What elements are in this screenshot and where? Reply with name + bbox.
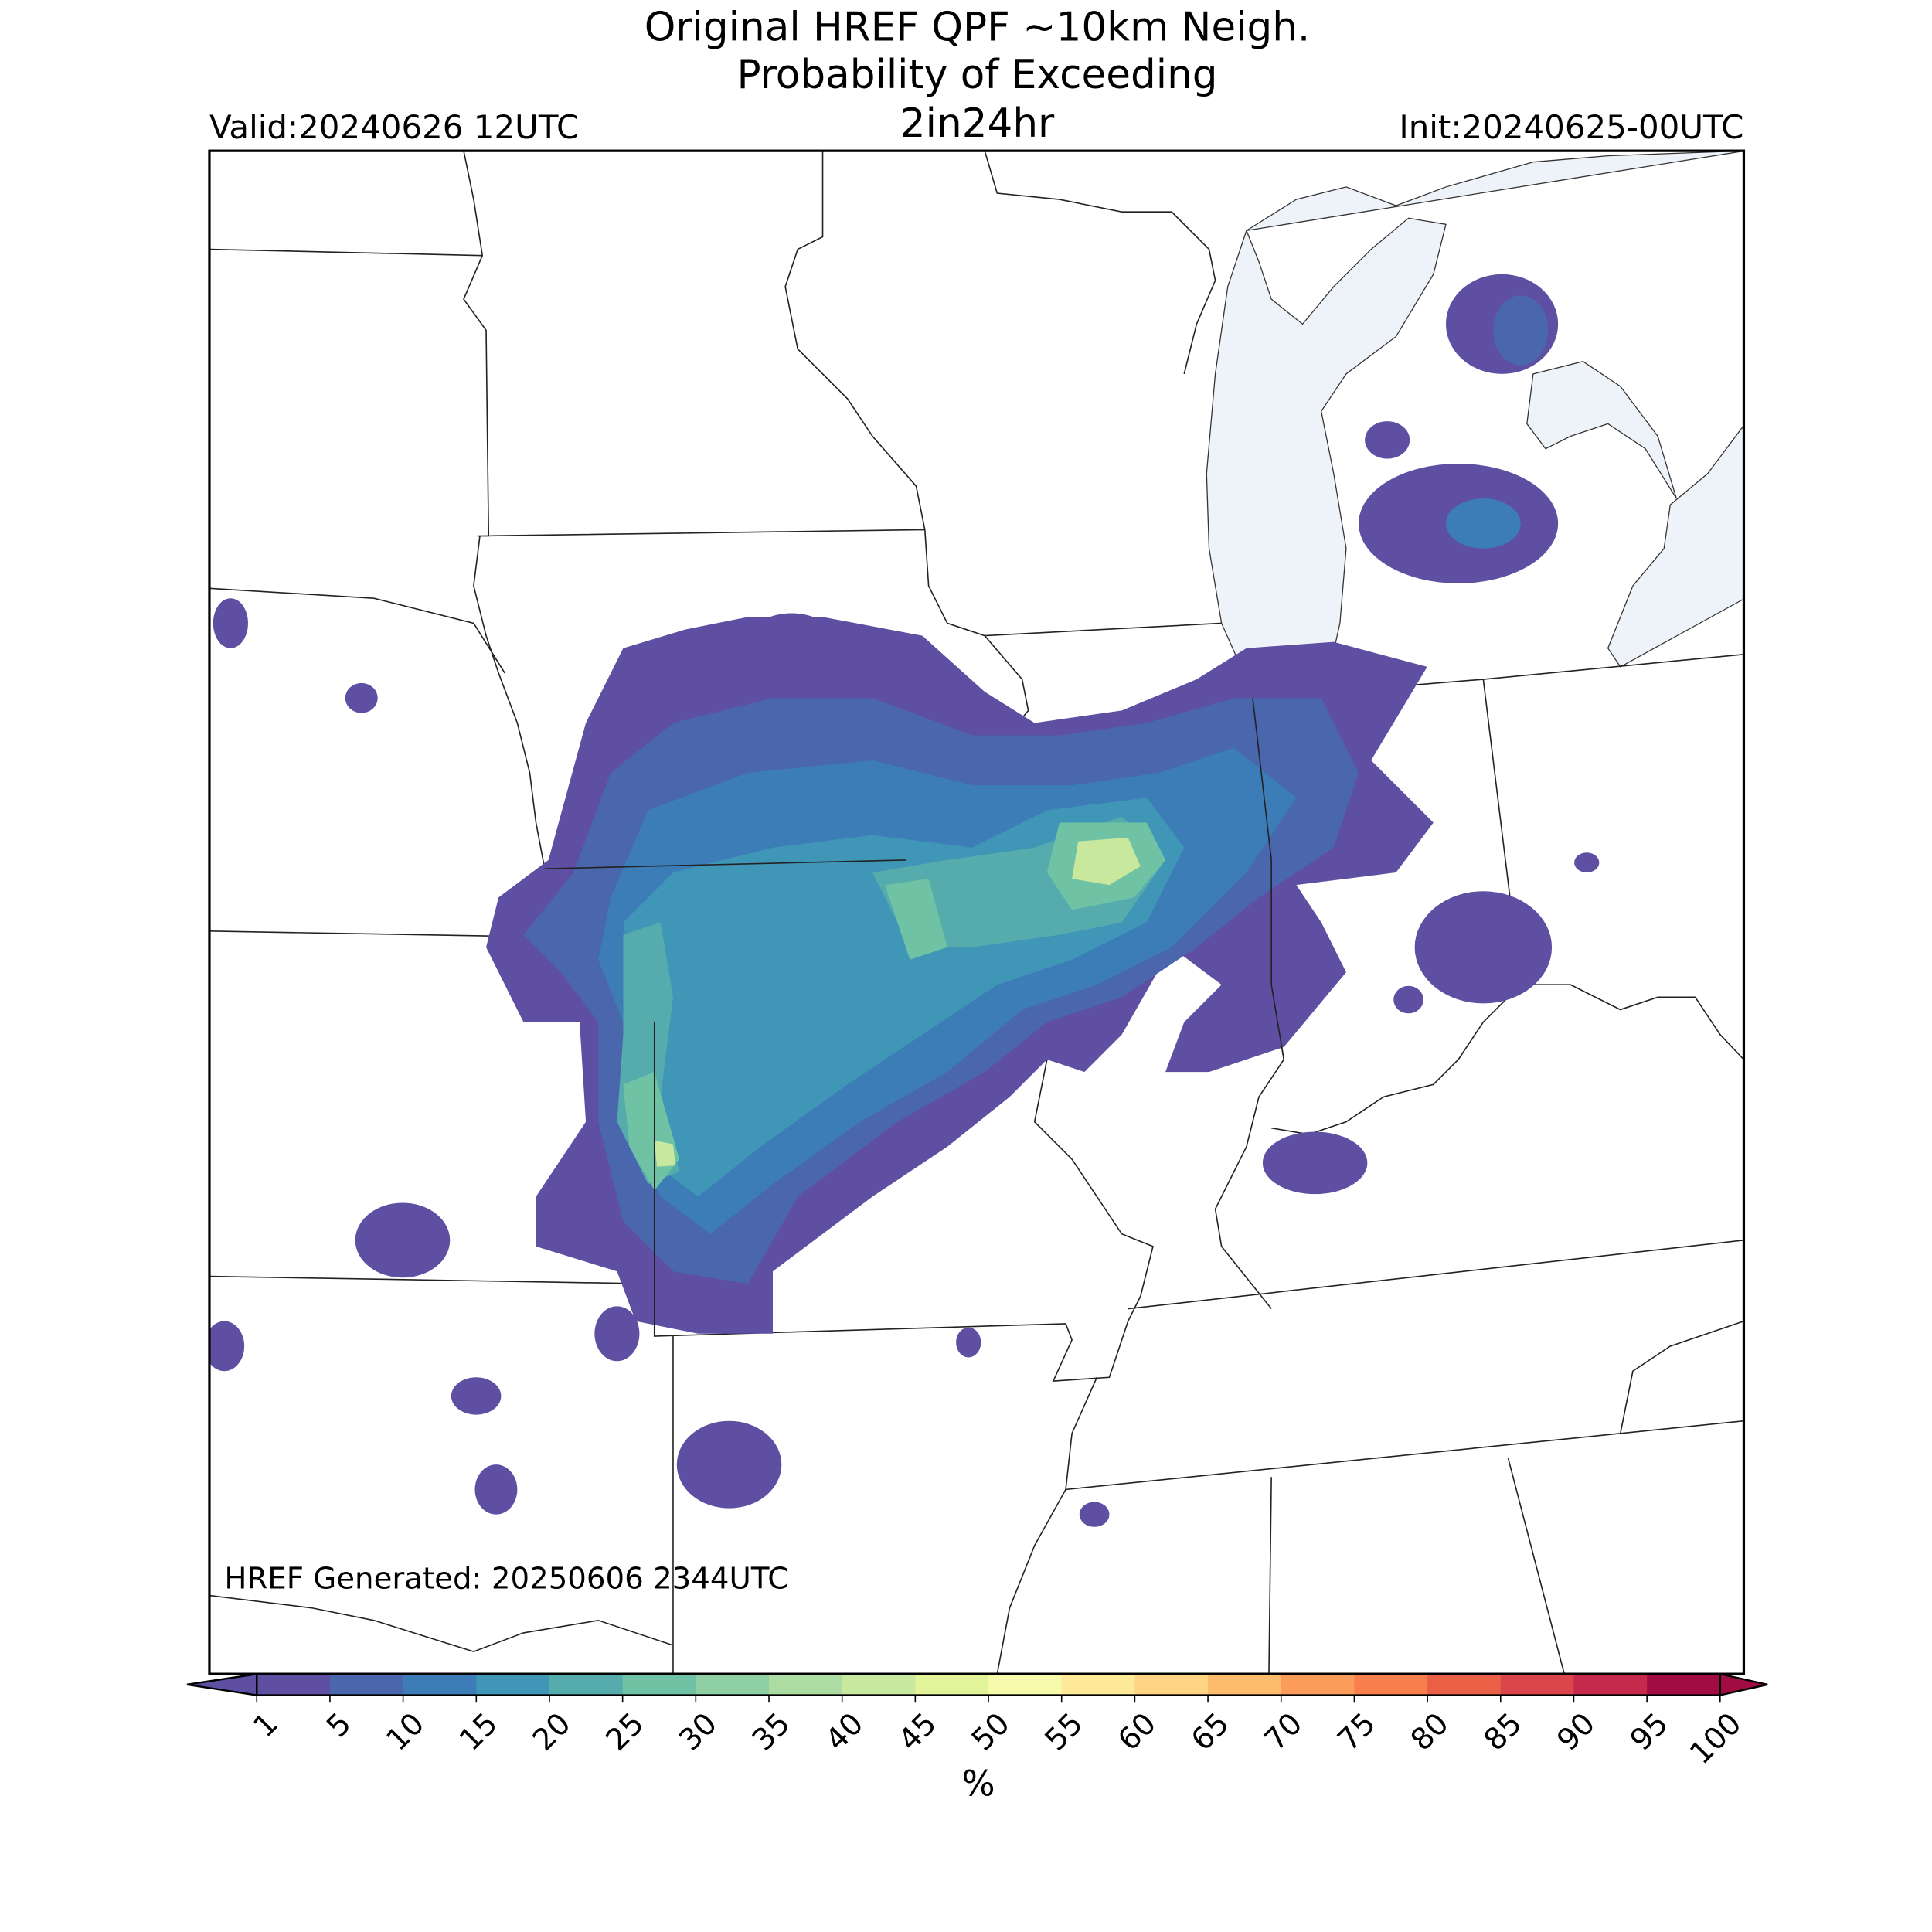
precip-area (345, 682, 378, 713)
colorbar-segment (696, 1674, 770, 1696)
colorbar-segment (1354, 1674, 1428, 1696)
colorbar-segment (549, 1674, 624, 1696)
colorbar-segment (1208, 1674, 1282, 1696)
state-border (209, 151, 1744, 1675)
precip-area (451, 1377, 502, 1415)
map: HREF Generated: 20250606 2344UTC (208, 149, 1746, 1675)
colorbar-extend-low (186, 1672, 258, 1696)
colorbar-extend-high (1719, 1672, 1768, 1697)
colorbar-segment (1647, 1674, 1721, 1696)
colorbar-segment (1573, 1674, 1648, 1696)
colorbar-tick-label: 80 (1404, 1706, 1456, 1758)
precipitation (209, 274, 1600, 1527)
colorbar-segment (842, 1674, 917, 1696)
colorbar-tick-label: 30 (672, 1706, 724, 1758)
colorbar-tick-label: 75 (1331, 1706, 1383, 1758)
precip-area (1393, 985, 1423, 1014)
colorbar-segment (1500, 1674, 1575, 1696)
colorbar-tick-label: 100 (1683, 1706, 1748, 1771)
colorbar-tick-label: 10 (380, 1706, 432, 1758)
colorbar-tick-label: 70 (1258, 1706, 1310, 1758)
colorbar-segment (915, 1674, 989, 1696)
colorbar-segment (403, 1674, 478, 1696)
valid-time: Valid:20240626 12UTC (209, 108, 579, 146)
colorbar-tick-label: 90 (1550, 1706, 1602, 1758)
colorbar-tick-label: 65 (1185, 1706, 1236, 1758)
generated-note: HREF Generated: 20250606 2344UTC (224, 1562, 788, 1597)
colorbar-tick-label: 25 (600, 1706, 651, 1758)
colorbar-tick-label: 1 (247, 1706, 285, 1744)
colorbar-segment (329, 1674, 404, 1696)
colorbar-tick-label: 85 (1478, 1706, 1529, 1758)
precip-area (1262, 1131, 1368, 1195)
precip-area (1574, 852, 1600, 873)
colorbar: 1 5 10 15 20 25 30 35 40 45 50 55 60 65 70 75 80 85 90 95 10… (186, 1672, 1768, 1771)
precip-area (474, 1464, 518, 1515)
precip-area (1445, 498, 1521, 549)
title-line: 2in24hr (900, 100, 1055, 147)
colorbar-segment (622, 1674, 697, 1696)
title-line: Original HREF QPF ~10km Neigh. (645, 5, 1311, 51)
state-border-overlay (544, 698, 1285, 1337)
colorbar-segment (769, 1674, 843, 1696)
precip-area (1414, 891, 1553, 1004)
precip-area (654, 837, 1141, 1167)
colorbar-tick-label: 15 (453, 1706, 505, 1758)
precip-area (355, 1202, 451, 1278)
colorbar-segment (988, 1674, 1063, 1696)
colorbar-segment (1061, 1674, 1136, 1696)
colorbar-tick-label: 40 (819, 1706, 871, 1758)
precip-area (1493, 295, 1549, 366)
colorbar-segment (257, 1674, 331, 1696)
precip-area (209, 1321, 245, 1372)
precip-area (1079, 1502, 1110, 1527)
colorbar-segment (1427, 1674, 1502, 1696)
colorbar-tick-label: 60 (1111, 1706, 1163, 1758)
colorbar-segment (1134, 1674, 1209, 1696)
title-line: Probability of Exceeding (736, 52, 1217, 98)
colorbar-segment (476, 1674, 550, 1696)
colorbar-tick-label: 45 (892, 1706, 944, 1758)
colorbar-tick-label: 5 (320, 1706, 358, 1744)
precip-area (676, 1420, 782, 1509)
precip-area (1365, 421, 1410, 459)
precip-area (956, 1327, 981, 1358)
precip-area (617, 816, 1166, 1185)
init-time: Init:20240625-00UTC (1399, 108, 1743, 146)
precip-area (213, 598, 248, 648)
lake-huron (1526, 361, 1677, 499)
colorbar-label: % (962, 1763, 995, 1804)
colorbar-tick-label: 35 (746, 1706, 798, 1758)
precip-area (753, 613, 829, 654)
colorbar-tick-label: 20 (526, 1706, 578, 1758)
precip-area (594, 1306, 640, 1362)
colorbar-tick-label: 55 (1039, 1706, 1090, 1758)
lake-michigan (1206, 151, 1744, 706)
colorbar-tick-label: 95 (1624, 1706, 1675, 1758)
colorbar-segment (1281, 1674, 1355, 1696)
colorbar-tick-label: 50 (965, 1706, 1017, 1758)
